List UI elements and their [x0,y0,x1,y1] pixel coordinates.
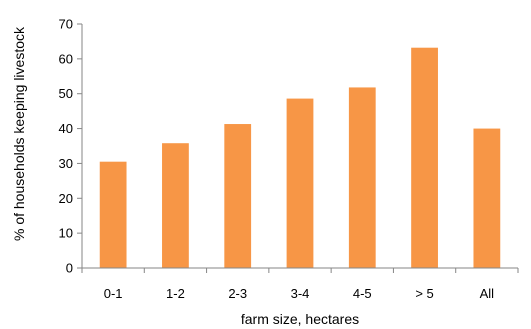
bar-23 [224,124,252,268]
y-tick-label: 60 [59,51,73,66]
axes-group [81,24,518,269]
y-tick-label: 50 [59,86,73,101]
bar-all [473,128,501,268]
y-tick-label: 20 [59,191,73,206]
x-axis-title: farm size, hectares [241,311,359,327]
y-tick-label: 10 [59,226,73,241]
x-tick-label: 1-2 [166,286,185,301]
bar-34 [286,98,314,268]
bar-5 [411,47,438,269]
bar-45 [348,87,376,268]
x-tick-label: 4-5 [353,286,372,301]
y-axis-title: % of households keeping livestock [11,26,27,241]
y-tick-label: 70 [59,17,73,32]
y-tick-label: 40 [59,121,73,136]
y-tick-label: 30 [59,156,73,171]
x-tick-label: 3-4 [291,286,310,301]
x-tick-label: > 5 [415,286,433,301]
y-tick-label: 0 [66,261,73,276]
bar-12 [162,143,189,268]
ticks-group: 0 10 20 30 40 50 60 70 0-1 1-2 2-3 3-4 4-5 > 5 All [59,17,519,301]
bars-group [99,47,501,269]
bar-01 [99,161,127,268]
x-tick-label: 0-1 [104,286,123,301]
x-tick-label: All [480,286,495,301]
x-tick-label: 2-3 [228,286,247,301]
